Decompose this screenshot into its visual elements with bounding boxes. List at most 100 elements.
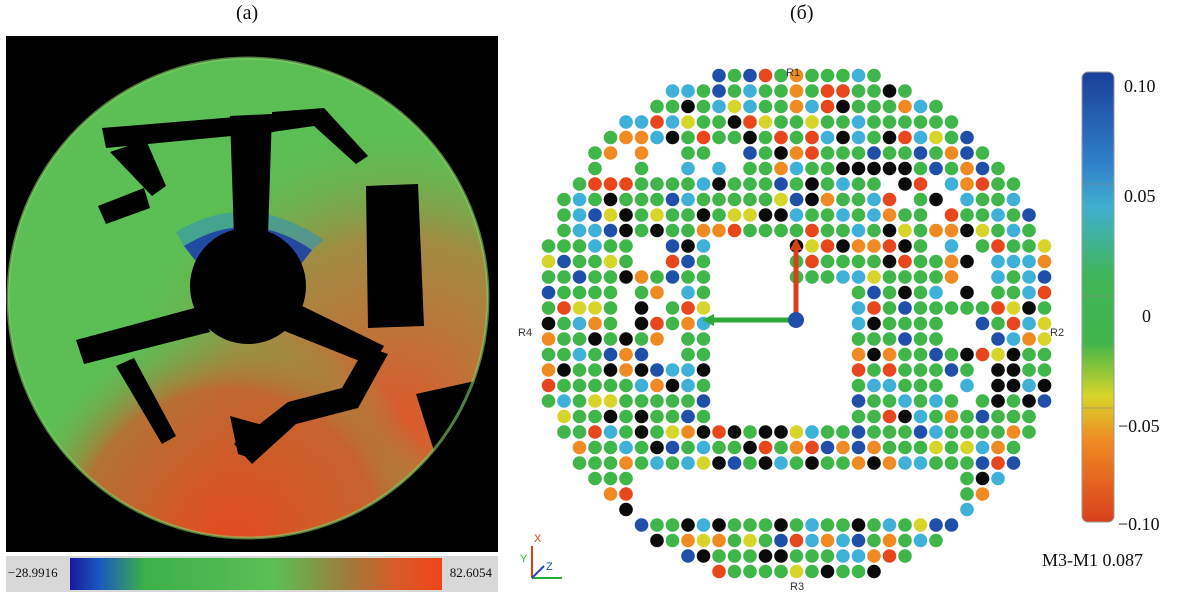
measurement-point [712, 440, 726, 455]
measurement-point [991, 192, 1005, 207]
measurement-point [619, 363, 633, 377]
measurement-point [634, 115, 649, 129]
measurement-point [882, 301, 897, 315]
measurement-point [743, 130, 757, 145]
measurement-point [913, 533, 928, 548]
measurement-point [898, 130, 912, 145]
measurement-point [1022, 409, 1036, 424]
measurement-point [991, 409, 1005, 424]
measurement-point [1037, 316, 1052, 331]
measurement-point [991, 378, 1005, 393]
measurement-point [882, 347, 897, 362]
measurement-point [805, 177, 819, 191]
measurement-point [774, 533, 788, 548]
measurement-point [882, 316, 897, 331]
measurement-point [851, 68, 866, 83]
measurement-point [665, 378, 680, 393]
measurement-point [727, 425, 742, 439]
measurement-point [634, 394, 649, 408]
measurement-point [898, 456, 912, 470]
measurement-point [727, 549, 742, 563]
measurement-point [650, 285, 664, 300]
measurement-point [650, 363, 664, 377]
measurement-point [696, 270, 711, 284]
measurement-point [975, 409, 990, 424]
measurement-point [650, 192, 664, 207]
measurement-point [867, 378, 881, 393]
measurement-point [805, 425, 819, 439]
measurement-point [1022, 347, 1036, 362]
measurement-point [712, 564, 726, 579]
measurement-point [758, 68, 773, 83]
measurement-point [913, 518, 928, 532]
measurement-point [743, 533, 757, 548]
measurement-point [789, 564, 804, 579]
measurement-point [572, 409, 587, 424]
measurement-point [975, 456, 990, 470]
measurement-point [696, 409, 711, 424]
measurement-point [603, 285, 618, 300]
measurement-point [991, 270, 1005, 284]
measurement-point [836, 208, 850, 222]
measurement-point [929, 99, 943, 114]
measurement-point [975, 192, 990, 207]
measurement-point [805, 223, 819, 238]
measurement-point [867, 68, 881, 83]
measurement-point [557, 223, 571, 238]
measurement-point [696, 456, 711, 470]
measurement-point [696, 130, 711, 145]
measurement-point [898, 549, 912, 563]
measurement-point [619, 471, 633, 486]
measurement-point [681, 99, 695, 114]
measurement-point [1022, 239, 1036, 253]
measurement-point [650, 208, 664, 222]
measurement-point [913, 440, 928, 455]
measurement-point [603, 270, 618, 284]
measurement-point [789, 518, 804, 532]
measurement-point [634, 316, 649, 331]
measurement-point [789, 440, 804, 455]
measurement-point [805, 99, 819, 114]
measurement-point [681, 533, 695, 548]
measurement-point [743, 456, 757, 470]
measurement-point [774, 177, 788, 191]
measurement-point [619, 254, 633, 269]
measurement-point [572, 456, 587, 470]
measurement-point [619, 456, 633, 470]
measurement-point [681, 347, 695, 362]
measurement-point [665, 316, 680, 331]
measurement-point [603, 378, 618, 393]
measurement-point [588, 409, 602, 424]
measurement-point [867, 208, 881, 222]
measurement-point [572, 425, 587, 439]
measurement-point [836, 192, 850, 207]
measurement-point [944, 115, 959, 129]
measurement-point [929, 115, 943, 129]
measurement-point [820, 239, 835, 253]
measurement-point [960, 409, 974, 424]
measurement-point [944, 409, 959, 424]
deviation-map-svg [6, 56, 498, 552]
measurement-point [727, 68, 742, 83]
measurement-point [960, 502, 974, 517]
measurement-point [960, 456, 974, 470]
measurement-point [681, 409, 695, 424]
deviation-map-a [6, 36, 498, 552]
measurement-point [898, 332, 912, 346]
measurement-point [588, 192, 602, 207]
colorbar-a-min-label: −28.9916 [8, 565, 58, 580]
measurement-point [1037, 378, 1052, 393]
measurement-point [758, 84, 773, 98]
measurement-point [991, 161, 1005, 176]
measurement-point [882, 440, 897, 455]
measurement-point [634, 223, 649, 238]
measurement-point [975, 425, 990, 439]
measurement-point [960, 347, 974, 362]
measurement-point [882, 456, 897, 470]
measurement-point [944, 177, 959, 191]
measurement-point [867, 549, 881, 563]
measurement-point [712, 130, 726, 145]
panel-b-caption: М3-М1 0.087 [1042, 550, 1144, 570]
marker-r1: R1 [786, 67, 800, 79]
measurement-point [541, 270, 556, 284]
